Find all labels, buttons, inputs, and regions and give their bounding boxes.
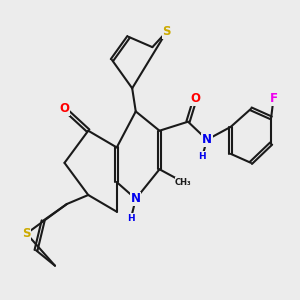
Text: S: S [22, 227, 31, 240]
Text: S: S [162, 25, 171, 38]
Text: O: O [190, 92, 200, 105]
Text: N: N [202, 133, 212, 146]
Text: N: N [131, 192, 141, 206]
Text: O: O [59, 102, 70, 116]
Text: H: H [127, 214, 135, 223]
Text: H: H [198, 152, 206, 161]
Text: F: F [269, 92, 278, 105]
Text: CH₃: CH₃ [175, 178, 192, 187]
